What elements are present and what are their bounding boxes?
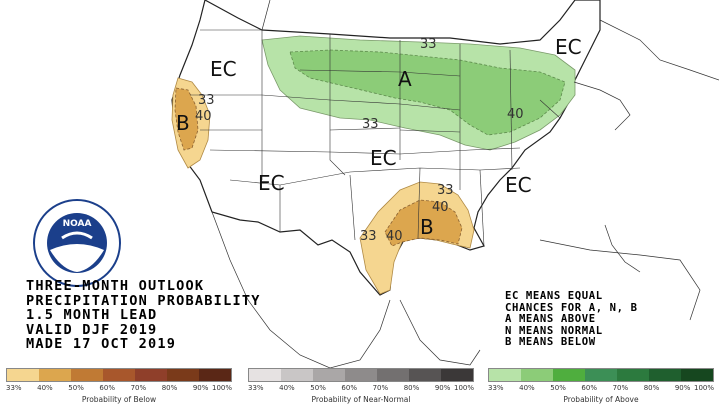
legend-normal-tick-5: 80%	[403, 384, 420, 392]
key-line-4: N MEANS NORMAL	[505, 324, 603, 337]
legend-above-tick-1: 40%	[519, 384, 535, 392]
legend-above-tick-2: 50%	[550, 384, 566, 392]
legend-above-swatch-6	[681, 369, 713, 381]
ec-label-central: EC	[370, 146, 397, 170]
title-line-2: PRECIPITATION PROBABILITY	[26, 292, 261, 309]
contour-33-south-west: 33	[360, 229, 377, 244]
contour-40-west: 40	[195, 109, 212, 124]
legend-below-tick-0: 33%	[6, 384, 22, 392]
ec-label-northeast: EC	[555, 35, 582, 59]
noaa-logo-text: NOAA	[63, 219, 92, 229]
legend-above-tick-0: 33%	[488, 384, 504, 392]
legend-above-swatch-3	[585, 369, 617, 381]
ec-label-northwest: EC	[210, 57, 237, 81]
contour-33-north: 33	[420, 37, 437, 52]
title-line-3: 1.5 MONTH LEAD	[26, 307, 158, 324]
legend-above-tick-5: 80%	[643, 384, 660, 392]
legend-above-tick-6: 90%	[674, 384, 691, 392]
legend-normal-swatch-5	[409, 369, 441, 381]
legend-above-tick-3: 60%	[581, 384, 597, 392]
neighbor-outlines	[211, 0, 719, 369]
legend-below-swatch-2	[71, 369, 103, 381]
legend-normal-swatch-3	[345, 369, 377, 381]
legend-above-bar	[488, 368, 714, 382]
legend-above-ticks: 33% 40% 50% 60% 70% 80% 90% 100%	[488, 384, 714, 396]
below-south-40-region	[384, 199, 463, 247]
legend-normal-swatch-6	[441, 369, 473, 381]
contour-33-south-north: 33	[437, 183, 454, 198]
legend-normal-tick-3: 60%	[341, 384, 357, 392]
key-line-1: EC MEANS EQUAL	[505, 290, 603, 302]
legend-below-swatch-6	[199, 369, 231, 381]
title-line-4: VALID DJF 2019	[26, 321, 158, 338]
above-label: A	[398, 67, 412, 91]
key-line-2: CHANCES FOR A, N, B	[505, 301, 638, 314]
legend-normal-swatch-0	[249, 369, 281, 381]
legend-above: 33% 40% 50% 60% 70% 80% 90% 100% Probability of…	[488, 368, 714, 404]
key-line-5: B MEANS BELOW	[505, 336, 596, 349]
legend-below-tick-2: 50%	[68, 384, 84, 392]
key-block: EC MEANS EQUAL CHANCES FOR A, N, B A MEA…	[505, 290, 638, 349]
legend-below-tick-7: 100%	[211, 384, 232, 392]
contour-40-south-north: 40	[432, 200, 449, 215]
legend-below-tick-4: 70%	[130, 384, 147, 392]
legend-normal-tick-2: 50%	[310, 384, 326, 392]
legend-below: 33% 40% 50% 60% 70% 80% 90% 100% Probability of…	[6, 368, 232, 404]
title-block: THREE-MONTH OUTLOOK PRECIPITATION PROBAB…	[26, 279, 261, 352]
contour-40-east: 40	[507, 107, 524, 122]
legend-below-tick-6: 90%	[192, 384, 209, 392]
below-label-south: B	[420, 215, 434, 239]
legend-above-swatch-4	[617, 369, 649, 381]
legend-normal-swatch-1	[281, 369, 313, 381]
legend-below-bar	[6, 368, 232, 382]
contour-33-central: 33	[362, 117, 379, 132]
contour-33-west: 33	[198, 93, 215, 108]
title-line-5: MADE 17 OCT 2019	[26, 336, 177, 353]
legend-normal-tick-6: 90%	[434, 384, 451, 392]
legend-above-tick-4: 70%	[612, 384, 629, 392]
legend-above-caption: Probability of Above	[563, 395, 639, 404]
noaa-logo: NOAA	[33, 199, 121, 287]
legend-normal-bar	[248, 368, 474, 382]
legend-below-swatch-0	[7, 369, 39, 381]
title-line-1: THREE-MONTH OUTLOOK	[26, 278, 205, 294]
legend-above-tick-7: 100%	[693, 384, 714, 392]
legend-normal-ticks: 33% 40% 50% 60% 70% 80% 90% 100%	[248, 384, 474, 396]
legend-below-swatch-5	[167, 369, 199, 381]
legend-above-swatch-1	[521, 369, 553, 381]
legend-normal-tick-1: 40%	[279, 384, 295, 392]
legend-above-swatch-2	[553, 369, 585, 381]
below-label-west: B	[176, 111, 190, 135]
legend-above-swatch-5	[649, 369, 681, 381]
legend-below-tick-5: 80%	[161, 384, 178, 392]
legend-below-ticks: 33% 40% 50% 60% 70% 80% 90% 100%	[6, 384, 232, 396]
legend-below-swatch-4	[135, 369, 167, 381]
ec-label-southwest: EC	[258, 171, 285, 195]
legend-normal-tick-0: 33%	[248, 384, 264, 392]
legend-below-tick-1: 40%	[37, 384, 53, 392]
key-line-3: A MEANS ABOVE	[505, 313, 596, 326]
contour-40-south-west: 40	[386, 229, 403, 244]
legend-normal-tick-7: 100%	[453, 384, 474, 392]
legend-below-swatch-1	[39, 369, 71, 381]
legend-normal-caption: Probability of Near-Normal	[311, 395, 411, 404]
legend-below-tick-3: 60%	[99, 384, 115, 392]
legend-below-caption: Probability of Below	[81, 395, 157, 404]
ec-label-southeast: EC	[505, 173, 532, 197]
below-west-40-region	[174, 87, 199, 151]
legend-above-swatch-0	[489, 369, 521, 381]
legend-normal-tick-4: 70%	[372, 384, 389, 392]
legend-normal-swatch-2	[313, 369, 345, 381]
legend-normal-swatch-4	[377, 369, 409, 381]
legend-below-swatch-3	[103, 369, 135, 381]
legend-normal: 33% 40% 50% 60% 70% 80% 90% 100% Probability of…	[248, 368, 474, 404]
